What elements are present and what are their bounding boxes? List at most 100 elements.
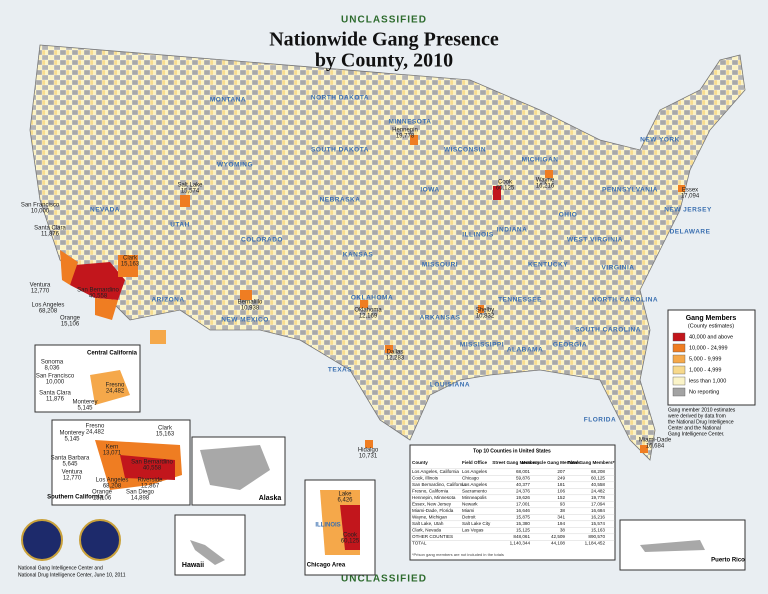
inset-title: Alaska xyxy=(259,495,282,502)
state-label: SOUTH DAKOTA xyxy=(311,147,369,154)
county-name: Wayne xyxy=(536,178,555,184)
state-label: GEORGIA xyxy=(553,342,587,349)
state-label: OKLAHOMA xyxy=(351,295,393,302)
table-cell: 15,380 xyxy=(516,521,530,526)
table-cell: Salt Lake, Utah xyxy=(412,521,444,526)
state-label: MINNESOTA xyxy=(388,119,431,126)
county-value: 15,106 xyxy=(61,322,80,328)
county-value: 10,832 xyxy=(476,314,495,320)
county-name: Miami-Dade xyxy=(639,438,672,444)
county-value: 68,208 xyxy=(39,309,58,315)
state-label: NORTH CAROLINA xyxy=(592,297,658,304)
county-name: Clark xyxy=(123,256,138,262)
table-cell: Los Angeles xyxy=(462,482,488,487)
legend-label: No reporting xyxy=(689,389,719,395)
legend-note: were derived by data from xyxy=(668,413,726,419)
insets xyxy=(21,344,746,576)
state-label: UTAH xyxy=(170,222,190,229)
table-header: Total Gang Members* xyxy=(568,460,615,465)
county-name: Bernalillo xyxy=(238,300,263,306)
state-label: FLORIDA xyxy=(584,417,616,424)
county-name: Shelby xyxy=(476,308,494,314)
table-cell: San Bernardino, California xyxy=(412,482,466,487)
top-counties-table: Top 10 Counties in United States *Prison… xyxy=(409,444,616,561)
state-label: ALABAMA xyxy=(507,347,543,354)
table-cell: Miami xyxy=(462,508,474,513)
table-cell: Detroit xyxy=(462,515,476,520)
table-cell: 42,509 xyxy=(551,534,565,539)
state-label: ARKANSAS xyxy=(420,315,461,322)
table-cell: 106 xyxy=(557,489,565,494)
table-cell: 15,574 xyxy=(591,521,605,526)
table-cell: 60,125 xyxy=(591,476,605,481)
county-value: 10,000 xyxy=(46,380,65,386)
county-value: 10,731 xyxy=(359,454,378,460)
legend-label: 40,000 and above xyxy=(689,334,733,340)
county-name: San Francisco xyxy=(21,203,60,209)
state-label: MISSISSIPPI xyxy=(460,342,504,349)
county-name: San Francisco xyxy=(36,374,75,380)
state-label: IOWA xyxy=(420,187,439,194)
inset-title: Southern California xyxy=(47,495,103,501)
table-title: Top 10 Counties in United States xyxy=(473,448,551,454)
classification: UNCLASSIFIED xyxy=(341,15,427,26)
state-label: WISCONSIN xyxy=(444,147,486,154)
county-name: Orange xyxy=(60,316,81,322)
table-cell: Clark, Nevada xyxy=(412,528,442,533)
title: Nationwide Gang Presence xyxy=(269,29,499,51)
county-value: 5,145 xyxy=(64,437,80,443)
county-name: Essex xyxy=(682,188,698,194)
table-cell: Essex, New Jersey xyxy=(412,502,452,507)
legend-title: Gang Members xyxy=(686,315,737,322)
county-name: Lake xyxy=(338,492,352,498)
legend-note: Center and the National xyxy=(668,425,721,431)
county-value: 5,145 xyxy=(77,406,93,412)
county-name: Hennepin xyxy=(392,128,418,134)
table-cell: Los Angeles xyxy=(462,469,488,474)
county-value: 14,898 xyxy=(131,496,150,502)
county-name: Fresno xyxy=(86,424,105,430)
county-name: Salt Lake xyxy=(177,183,203,189)
county-value: 60,125 xyxy=(496,186,515,192)
inset-title: Chicago Area xyxy=(307,563,346,569)
table-cell: 181 xyxy=(557,482,565,487)
table-cell: Miami-Dade, Florida xyxy=(412,508,454,513)
state-label: SOUTH CAROLINA xyxy=(575,327,641,334)
state-label: DELAWARE xyxy=(670,229,711,236)
county-value: 12,169 xyxy=(359,314,378,320)
table-cell: Chicago xyxy=(462,476,479,481)
state-label: PENNSYLVANIA xyxy=(602,187,658,194)
table-cell: 24,376 xyxy=(516,489,530,494)
footer: National Drug Intelligence Center, June … xyxy=(18,572,126,578)
state-label: KENTUCKY xyxy=(528,262,568,269)
county-name: Kern xyxy=(106,445,119,451)
county-name: Santa Clara xyxy=(39,391,71,397)
legend-label: 10,000 - 24,999 xyxy=(689,345,728,351)
state-label: ARIZONA xyxy=(151,297,184,304)
county-value: 13,071 xyxy=(103,451,122,457)
table-cell: Las Vegas xyxy=(462,528,484,533)
table-header: Street Gang Members xyxy=(492,460,540,465)
table-cell: 152 xyxy=(557,495,565,500)
county-name: Santa Barbara xyxy=(51,456,90,462)
table-cell: 24,482 xyxy=(591,489,605,494)
county-name: Los Angeles xyxy=(96,478,129,484)
table-header: Field Office xyxy=(462,460,487,465)
table-header: County xyxy=(412,460,428,465)
table-cell: 68,208 xyxy=(591,469,605,474)
county-value: 16,216 xyxy=(536,184,555,190)
county-value: 24,482 xyxy=(106,389,125,395)
county-name: San Bernardino xyxy=(131,460,173,466)
county-value: 15,163 xyxy=(156,432,175,438)
legend-swatch xyxy=(672,365,686,375)
state-label: OHIO xyxy=(559,212,578,219)
us-land xyxy=(29,44,746,461)
state-label: NEW YORK xyxy=(640,137,680,144)
county-name: Cook xyxy=(498,180,513,186)
title: by County, 2010 xyxy=(315,50,453,72)
table-cell: 194 xyxy=(557,521,565,526)
county-name: Los Angeles xyxy=(32,303,65,309)
county-name: San Bernardino xyxy=(77,288,119,294)
legend-note: the National Drug Intelligence xyxy=(668,419,734,425)
legend-note: Gang member 2010 estimates xyxy=(668,407,736,413)
